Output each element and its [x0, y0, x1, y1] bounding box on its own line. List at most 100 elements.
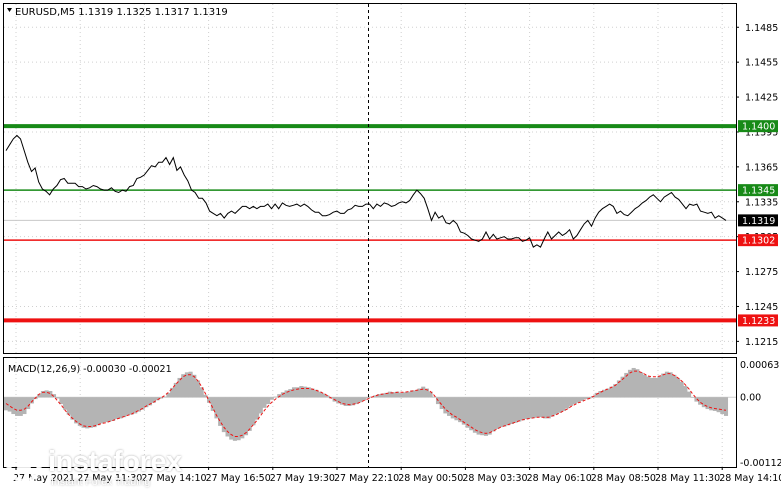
macd-histogram-bar [122, 397, 127, 418]
macd-histogram-bar [583, 397, 588, 400]
macd-histogram-bar [694, 397, 699, 402]
macd-histogram-bar [380, 393, 385, 398]
macd-histogram-bar [461, 397, 466, 425]
time-axis[interactable]: 27 May 2021 27 May 11:30 27 May 14:10 27 Ma… [13, 467, 781, 484]
y-axis-label: 1.1485 [745, 23, 778, 34]
macd-histogram-bar [151, 397, 156, 403]
macd-histogram-bar [399, 392, 404, 398]
macd-histogram-bar [229, 397, 234, 440]
macd-histogram-bar [579, 397, 585, 401]
macd-histogram-bar [207, 397, 212, 403]
x-axis-label: 27 May 2021 [13, 473, 75, 484]
x-axis-label: 28 May 11:30 [655, 473, 720, 484]
macd-histogram-bar [55, 397, 60, 399]
macd-histogram-bar [343, 397, 348, 406]
macd-histogram-bar [59, 397, 64, 405]
macd-histogram-bar [664, 371, 669, 398]
macd-histogram-bar [96, 397, 101, 426]
macd-histogram-bar [177, 377, 182, 398]
macd-histogram-bar [162, 396, 167, 398]
macd-histogram-bar [576, 397, 581, 403]
macd-histogram-bar [705, 397, 710, 410]
macd-histogram-bar [642, 374, 647, 398]
macd-histogram-bar [550, 397, 555, 417]
macd-histogram-bar [487, 397, 492, 435]
collapse-triangle-icon[interactable] [7, 8, 12, 12]
macd-histogram-bar [236, 397, 241, 441]
price-level-label: 1.1345 [742, 186, 775, 197]
macd-histogram-bar [325, 395, 330, 398]
macd-label: MACD(12,26,9) -0.00030 -0.00021 [8, 364, 172, 375]
level-lines [4, 124, 736, 323]
macd-histogram-bar [472, 397, 477, 433]
macd-histogram-bar [247, 397, 252, 431]
macd-histogram-bar [712, 397, 717, 411]
macd-histogram-bar [568, 397, 573, 406]
macd-histogram-bar [509, 397, 514, 425]
macd-histogram-bar [605, 388, 610, 398]
macd-histogram-bar [476, 397, 481, 435]
macd-histogram-bar [391, 392, 396, 398]
x-axis-label: 28 May 03:30 [462, 473, 527, 484]
macd-histogram-bar [221, 397, 226, 433]
macd-histogram-bar [565, 397, 570, 409]
macd-axis-label-top: 0.00063 [740, 360, 779, 371]
macd-histogram-bar [661, 373, 666, 398]
macd-histogram-bar [517, 397, 522, 422]
macd-histogram-bar [502, 397, 507, 427]
price-level-label: 1.1302 [742, 236, 775, 247]
price-axis[interactable]: 1.14851.14551.14251.13951.13651.13351.13… [736, 23, 778, 348]
macd-histogram-bar [255, 397, 260, 420]
macd-indicator [3, 367, 736, 441]
macd-histogram-bar [125, 397, 130, 416]
macd-histogram-bar [395, 391, 400, 398]
macd-histogram-bar [465, 397, 470, 428]
macd-histogram-bar [306, 387, 311, 398]
macd-histogram-bar [690, 397, 695, 398]
macd-histogram-bar [657, 376, 662, 398]
macd-histogram-bar [716, 397, 721, 413]
macd-histogram-bar [81, 397, 86, 428]
macd-histogram-bar [354, 397, 359, 405]
macd-histogram-bar [310, 388, 315, 398]
macd-histogram-bar [111, 397, 116, 421]
macd-histogram-bar [339, 397, 345, 405]
macd-histogram-bar [11, 397, 16, 415]
macd-histogram-bar [114, 397, 119, 420]
macd-histogram-bar [199, 387, 204, 398]
x-axis-label: 28 May 00:50 [398, 473, 463, 484]
macd-histogram-bar [410, 390, 415, 398]
macd-histogram-bar [314, 389, 319, 398]
macd-histogram-bar [77, 397, 82, 426]
x-axis-label: 28 May 08:50 [591, 473, 656, 484]
y-axis-label: 1.1335 [745, 197, 778, 208]
macd-histogram-bar [447, 397, 452, 416]
macd-histogram-bar [376, 394, 381, 398]
macd-histogram-bar [144, 397, 149, 408]
x-axis-label: 27 May 11:30 [77, 473, 142, 484]
macd-histogram-bar [29, 397, 34, 404]
macd-histogram-bar [351, 397, 356, 406]
macd-histogram-bar [698, 397, 703, 405]
macd-histogram-bar [387, 391, 393, 398]
macd-histogram-bar [454, 397, 459, 421]
price-level-tag [738, 234, 778, 247]
price-level-tag [738, 314, 778, 327]
macd-histogram-bar [498, 397, 503, 428]
current-price-label: 1.1319 [742, 216, 775, 227]
macd-histogram-bar [266, 397, 271, 405]
macd-histogram-bar [170, 387, 175, 398]
macd-histogram-bar [679, 381, 684, 398]
macd-histogram-bar [439, 397, 444, 410]
x-axis-label: 28 May 06:10 [527, 473, 592, 484]
current-price-tag [738, 214, 778, 227]
macd-histogram-bar [520, 397, 525, 421]
macd-histogram-bar [701, 397, 706, 408]
y-axis-label: 1.1365 [745, 162, 778, 173]
macd-histogram-bar [402, 392, 407, 398]
macd-histogram-bar [432, 396, 437, 398]
macd-histogram-bar [561, 397, 566, 411]
macd-histogram-bar [166, 392, 171, 398]
